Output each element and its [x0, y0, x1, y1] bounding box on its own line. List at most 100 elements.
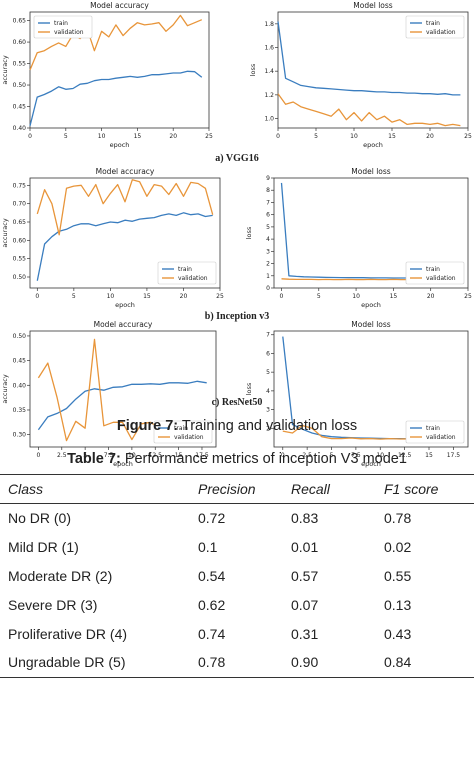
table-header-cell: Recall	[283, 474, 376, 504]
table-cell: 0.07	[291, 596, 319, 613]
y-tick-label: 0.70	[13, 201, 27, 208]
y-axis-label: accuracy	[1, 218, 9, 247]
y-tick-label: 0.50	[13, 82, 27, 89]
y-tick-label: 5	[266, 224, 270, 231]
x-tick-label: 0	[35, 293, 39, 300]
y-tick-label: 0.35	[13, 407, 27, 414]
y-tick-label: 1.6	[264, 45, 274, 52]
x-tick-label: 2.5	[57, 452, 67, 459]
x-tick-label: 10	[352, 293, 360, 300]
table-cell: 0.55	[384, 567, 412, 584]
table-cell: 0.74	[198, 625, 226, 642]
vgg16-loss-svg: Model loss 0 5 10 15 20 25 1.0 1.2 1.4 1.6 1.8 epoch…	[249, 1, 472, 149]
inception-loss-svg: Model loss 0 5 10 15 20 25 0 1 2 3 4 5 6 7 8 9 epoch loss t…	[245, 167, 472, 309]
y-tick-label: 1	[266, 273, 270, 280]
legend-entry: validation	[426, 434, 456, 441]
table-cell: 0.78	[190, 647, 283, 678]
y-tick-label: 0.40	[13, 125, 27, 132]
x-tick-label: 15	[390, 293, 398, 300]
y-axis-label: loss	[245, 382, 253, 395]
y-tick-label: 2	[266, 425, 270, 432]
y-tick-label: 1.0	[264, 116, 274, 123]
table-cell: 0.43	[384, 625, 412, 642]
x-tick-label: 0	[36, 452, 40, 459]
plot-frame	[273, 177, 469, 289]
x-tick-label: 15	[143, 293, 151, 300]
legend-entry: train	[178, 266, 192, 273]
x-tick-label: 25	[464, 133, 472, 140]
table-row: Mild DR (1) 0.1 0.01 0.02	[0, 533, 474, 562]
table-row: Moderate DR (2) 0.54 0.57 0.55	[0, 562, 474, 591]
x-tick-label: 10	[98, 133, 106, 140]
x-tick-label: 25	[464, 293, 472, 300]
table-header-row: Class Precision Recall F1 score	[0, 474, 474, 504]
panel-caption-vgg16: a) VGG16	[215, 153, 259, 164]
legend-entry: validation	[178, 275, 208, 282]
plot-frame	[277, 11, 469, 129]
table-cell: 0.84	[376, 647, 474, 678]
table-cell: 0.90	[283, 647, 376, 678]
table-row: Severe DR (3) 0.62 0.07 0.13	[0, 590, 474, 619]
x-tick-label: 5	[317, 293, 321, 300]
x-tick-label: 25	[205, 133, 213, 140]
x-tick-label: 5	[64, 133, 68, 140]
plot-frame	[273, 330, 469, 448]
x-axis-label: epoch	[361, 301, 381, 309]
x-tick-label: 10	[350, 133, 358, 140]
x-axis-label: epoch	[361, 460, 381, 468]
x-tick-label: 7.5	[104, 452, 114, 459]
vgg16-accuracy-svg: Model accuracy 0 5 10 15 20 25 0.40 0.45 0.50 0.55…	[1, 1, 213, 149]
table-caption-label: Table 7:	[67, 451, 121, 467]
y-tick-label: 0.30	[13, 432, 27, 439]
legend-entry: train	[174, 425, 188, 432]
y-tick-label: 0.75	[13, 182, 27, 189]
table-cell: 0.01	[291, 539, 319, 556]
table-cell: 0.78	[384, 510, 412, 527]
resnet-loss-svg: Model loss 0 2.5 5 7.5 10 12.5 15 17.5 2 3 4 5 6 7 epoc…	[245, 320, 469, 468]
vgg16-accuracy-chart: Model accuracy 0 5 10 15 20 25 0.40 0.45 0.50 0.55…	[0, 0, 215, 150]
x-tick-label: 20	[180, 293, 188, 300]
y-tick-label: 8	[266, 187, 270, 194]
table-cell: 0.13	[384, 596, 412, 613]
table-cell: Moderate DR (2)	[8, 567, 113, 584]
table-header-cell: Precision	[190, 474, 283, 504]
y-tick-label: 0.60	[13, 39, 27, 46]
table-row: Ungradable DR (5) 0.78 0.90 0.84	[0, 647, 474, 678]
y-tick-label: 0.45	[13, 104, 27, 111]
x-tick-label: 5	[83, 452, 87, 459]
series-line-train	[277, 21, 461, 96]
table-cell: Ungradable DR (5)	[0, 647, 190, 678]
table-cell: 0.54	[198, 567, 226, 584]
x-tick-label: 7.5	[351, 452, 361, 459]
x-tick-label: 15	[388, 133, 396, 140]
figure-caption-label: Figure 7:	[116, 418, 179, 434]
y-tick-label: 9	[266, 175, 270, 182]
y-tick-label: 1.4	[264, 68, 274, 75]
table-caption-text: Performance metrics of inception V3 mode…	[120, 451, 407, 467]
y-tick-label: 0.55	[13, 256, 27, 263]
table-cell: 0.83	[291, 510, 319, 527]
chart-title: Model accuracy	[94, 320, 153, 329]
y-tick-label: 1.8	[264, 21, 274, 28]
table-row: No DR (0) 0.72 0.83 0.78	[0, 504, 474, 533]
chart-title: Model loss	[351, 320, 390, 329]
y-tick-label: 0.60	[13, 237, 27, 244]
figure-caption-text: Training and validation loss	[178, 418, 358, 434]
y-tick-label: 0.65	[13, 219, 27, 226]
x-tick-label: 10	[128, 452, 136, 459]
x-tick-label: 15	[425, 452, 433, 459]
y-tick-label: 0.45	[13, 358, 27, 365]
x-axis-label: epoch	[115, 301, 135, 309]
y-tick-label: 0.55	[13, 61, 27, 68]
metrics-table: Class Precision Recall F1 score No DR (0…	[0, 474, 474, 678]
x-tick-label: 5	[72, 293, 76, 300]
series-line-train	[37, 380, 207, 431]
x-tick-label: 0	[276, 133, 280, 140]
x-tick-label: 12.5	[149, 452, 163, 459]
y-tick-label: 3	[266, 248, 270, 255]
x-tick-label: 0	[281, 452, 285, 459]
y-axis-label: accuracy	[1, 374, 9, 403]
x-axis-label: epoch	[113, 460, 133, 468]
table-cell: 0.62	[198, 596, 226, 613]
table-cell: 0.57	[291, 567, 319, 584]
